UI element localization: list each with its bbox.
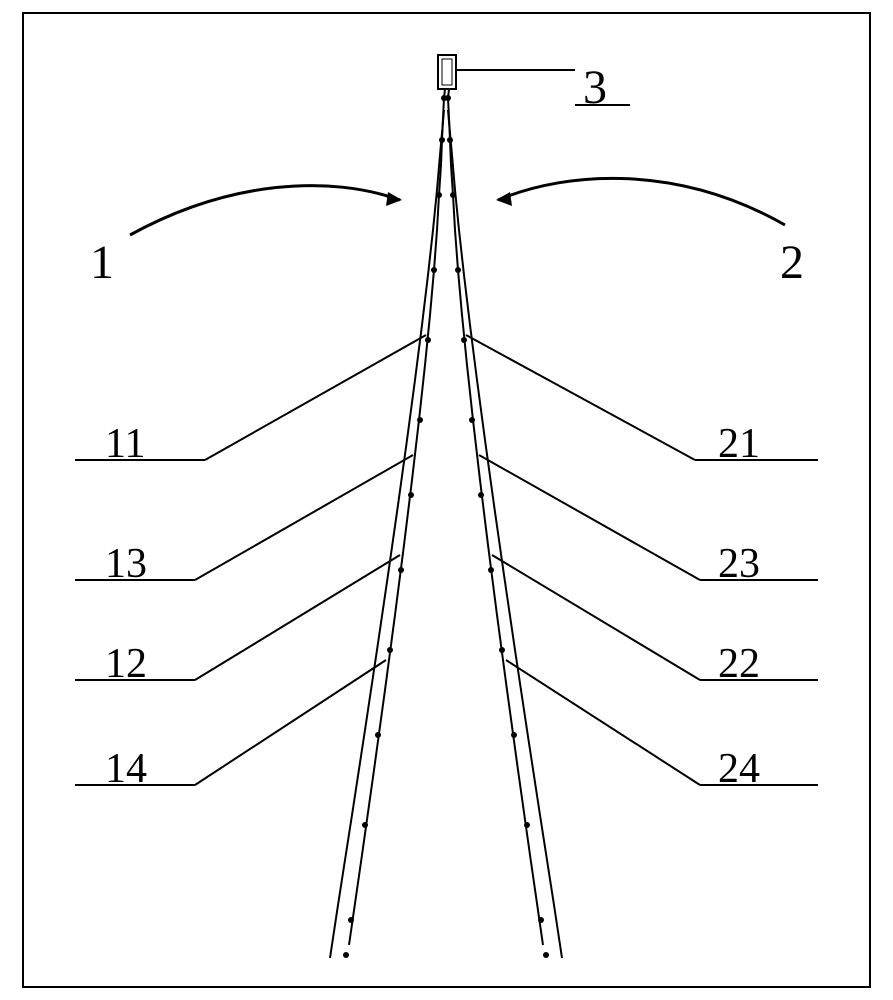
label-24: 24 bbox=[718, 745, 760, 793]
label-12: 12 bbox=[105, 640, 147, 688]
label-11: 11 bbox=[105, 420, 145, 468]
label-22: 22 bbox=[718, 640, 760, 688]
label-23: 23 bbox=[718, 540, 760, 588]
label-13: 13 bbox=[105, 540, 147, 588]
label-2: 2 bbox=[780, 235, 804, 290]
label-3: 3 bbox=[583, 60, 607, 115]
label-1: 1 bbox=[90, 235, 114, 290]
label-21: 21 bbox=[718, 420, 760, 468]
label-14: 14 bbox=[105, 745, 147, 793]
